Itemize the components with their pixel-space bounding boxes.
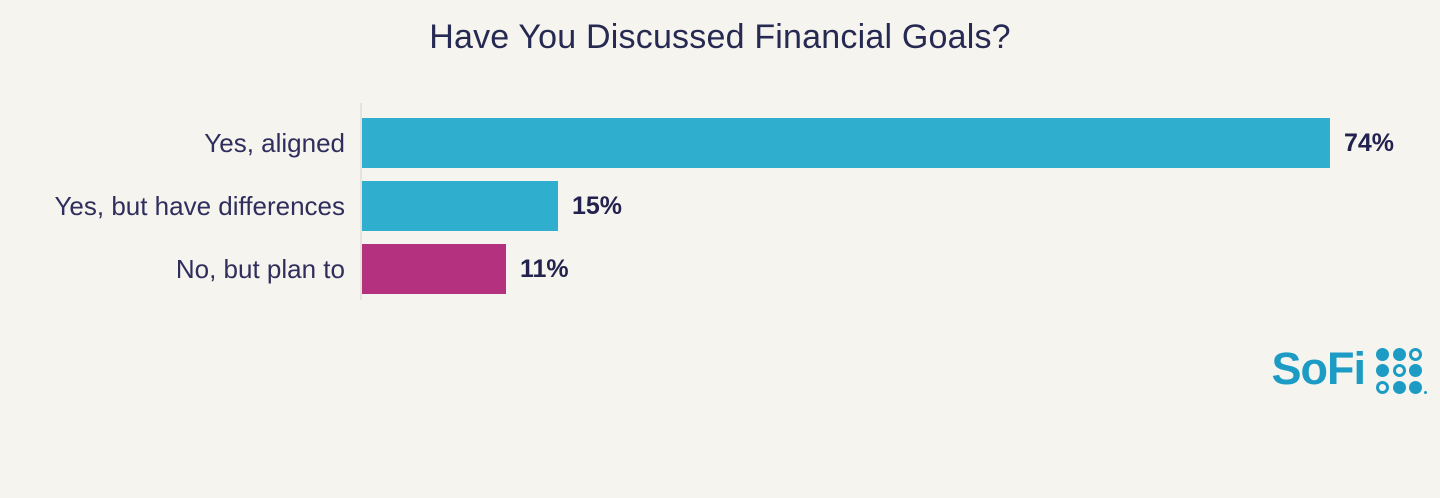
logo-dot-filled	[1409, 364, 1422, 377]
sofi-logo: SoFi	[1271, 343, 1427, 395]
bar-rows: Yes, aligned 74% Yes, but have differenc…	[0, 118, 1440, 307]
sofi-logo-trademark-dot	[1423, 390, 1427, 394]
sofi-logo-text: SoFi	[1271, 343, 1366, 394]
bar-row: Yes, aligned 74%	[0, 118, 1440, 168]
logo-dot-ring	[1376, 380, 1389, 394]
logo-dot-ring	[1392, 364, 1406, 377]
value-label: 74%	[1344, 128, 1395, 157]
logo-dot-ring	[1409, 347, 1422, 361]
sofi-logo-dot-grid	[1376, 347, 1422, 394]
y-axis-line	[360, 103, 362, 300]
value-label: 15%	[572, 191, 623, 220]
logo-dot-filled	[1409, 380, 1422, 394]
logo-dot-filled	[1376, 347, 1389, 361]
bar	[362, 118, 1330, 168]
bar-row: No, but plan to 11%	[0, 244, 1440, 294]
logo-dot-filled	[1392, 380, 1406, 394]
logo-dot-filled	[1392, 347, 1406, 361]
chart-title: Have You Discussed Financial Goals?	[429, 18, 1011, 56]
category-label: No, but plan to	[175, 254, 345, 284]
logo-dot-filled	[1376, 364, 1389, 377]
category-label: Yes, aligned	[204, 128, 345, 158]
bar	[362, 181, 558, 231]
category-label: Yes, but have differences	[54, 191, 345, 221]
bar	[362, 244, 506, 294]
bar-row: Yes, but have differences 15%	[0, 181, 1440, 231]
value-label: 11%	[520, 254, 569, 283]
